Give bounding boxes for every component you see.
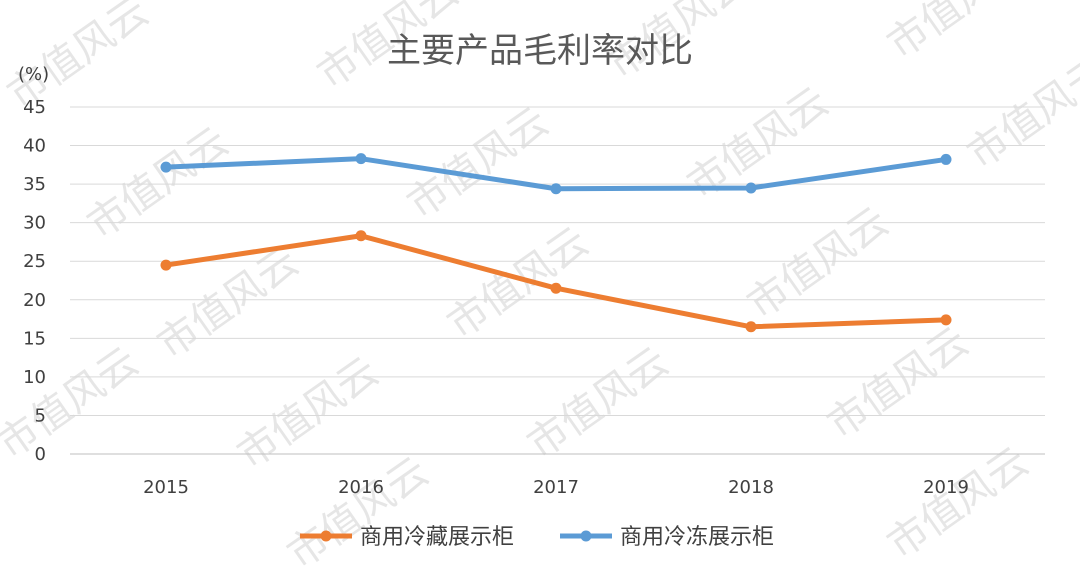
watermark-text: 市值风云 (79, 119, 236, 248)
watermark-text: 市值风云 (739, 199, 896, 328)
series-group (160, 230, 952, 333)
y-tick-label: 0 (35, 444, 46, 465)
data-point (355, 153, 367, 165)
watermark-text: 市值风云 (439, 219, 596, 348)
legend-label: 商用冷冻展示柜 (620, 525, 774, 550)
y-tick-label: 30 (23, 213, 46, 234)
watermark-text: 市值风云 (519, 339, 676, 468)
legend-swatch-marker (320, 530, 332, 542)
y-tick-label: 15 (23, 328, 46, 349)
watermark-text: 市值风云 (879, 439, 1036, 568)
gridlines (70, 106, 1045, 455)
x-tick-label: 2017 (533, 477, 579, 498)
y-axis-unit-label: (%) (18, 64, 49, 85)
legend-label: 商用冷藏展示柜 (360, 525, 514, 550)
x-tick-label: 2019 (923, 477, 969, 498)
data-point (940, 153, 952, 165)
watermark-text: 市值风云 (959, 49, 1080, 178)
legend-swatch-marker (580, 530, 592, 542)
watermark-text: 市值风云 (229, 349, 386, 478)
data-point (355, 230, 367, 242)
y-tick-label: 45 (23, 97, 46, 118)
y-tick-label: 35 (23, 174, 46, 195)
chart-title: 主要产品毛利率对比 (387, 31, 693, 71)
legend: 商用冷藏展示柜 商用冷冻展示柜 (300, 525, 774, 550)
data-point (940, 314, 952, 326)
series-group (160, 153, 952, 195)
data-point (160, 259, 172, 271)
x-tick-label: 2016 (338, 477, 384, 498)
y-tick-label: 20 (23, 290, 46, 311)
data-point (160, 161, 172, 173)
y-tick-label: 25 (23, 251, 46, 272)
x-tick-label: 2018 (728, 477, 774, 498)
data-point (745, 182, 757, 194)
watermark-text: 市值风云 (0, 339, 147, 468)
y-axis-ticks: 0 5 10 15 20 25 30 35 40 45 (23, 97, 46, 465)
y-tick-label: 10 (23, 367, 46, 388)
y-tick-label: 5 (35, 405, 46, 426)
watermark-text: 市值风云 (399, 99, 556, 228)
series-layer (160, 153, 952, 333)
watermark-text: 市值风云 (879, 0, 1036, 68)
watermark-text: 市值风云 (279, 449, 436, 578)
y-tick-label: 40 (23, 136, 46, 157)
data-point (550, 183, 562, 195)
x-tick-label: 2015 (143, 477, 189, 498)
data-point (550, 282, 562, 294)
data-point (745, 321, 757, 333)
x-axis-ticks: 2015 2016 2017 2018 2019 (143, 477, 969, 498)
